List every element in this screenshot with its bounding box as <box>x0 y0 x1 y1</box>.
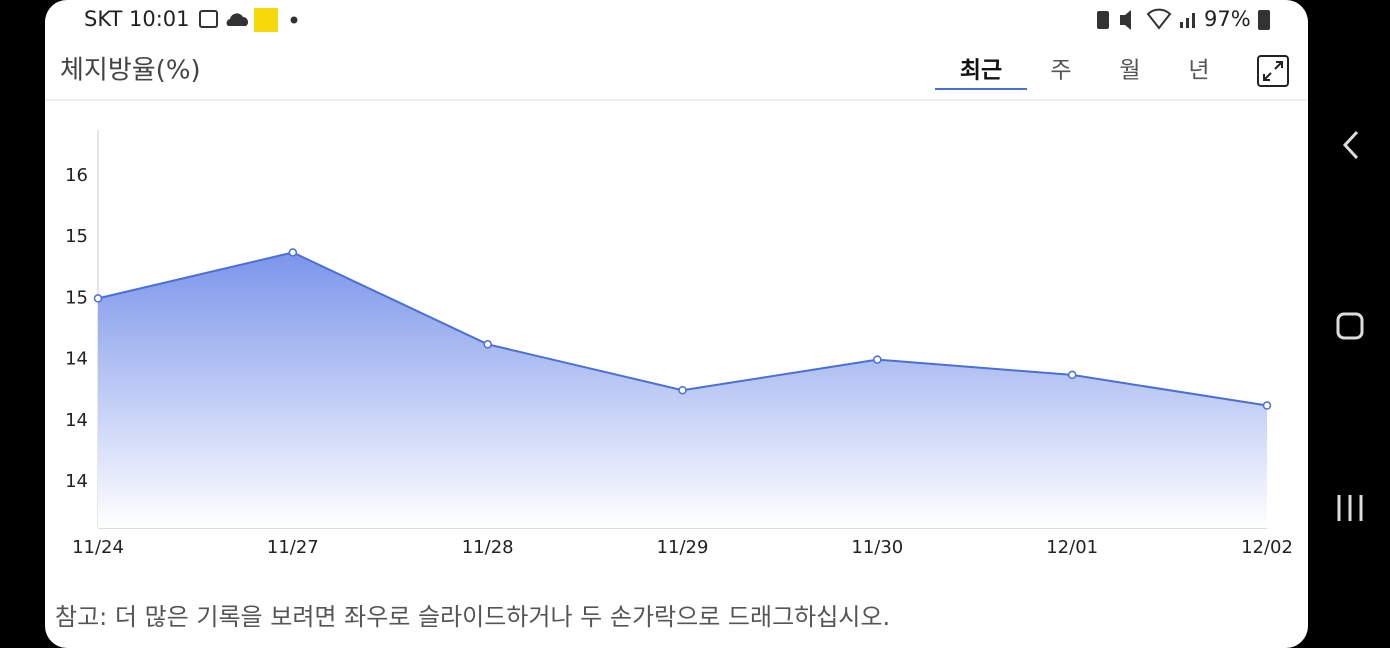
x-tick-label: 11/30 <box>851 537 903 558</box>
y-tick-label: 16 <box>65 165 88 186</box>
tab[interactable]: 년 <box>1188 58 1209 84</box>
x-tick-label: 11/28 <box>462 537 514 558</box>
y-tick-label: 14 <box>65 471 88 492</box>
tab[interactable]: 주 <box>1050 58 1071 84</box>
data-point <box>483 340 492 349</box>
status-battery: 97% <box>1204 7 1251 31</box>
nav-back[interactable] <box>1342 130 1359 160</box>
y-tick-label: 15 <box>65 226 88 247</box>
status-carrier-time: SKT 10:01 <box>84 7 190 31</box>
x-tick-label: 11/29 <box>657 537 709 558</box>
y-tick-label: 14 <box>65 410 88 431</box>
nav-bar <box>1336 130 1364 521</box>
data-point <box>93 294 103 303</box>
header-title: 체지방율(%) <box>60 56 201 86</box>
tab[interactable]: 최근 <box>960 58 1002 84</box>
data-point <box>873 355 882 364</box>
note: 참고: 더 많은 기록을 보려면 좌우로 슬라이드하거나 두 손가락으로 드래그… <box>55 603 890 631</box>
tab[interactable]: 월 <box>1119 58 1140 84</box>
x-tick-label: 11/27 <box>267 537 319 558</box>
collapse-button[interactable] <box>1257 55 1289 87</box>
status-icons <box>199 8 1270 32</box>
y-tick-label: 14 <box>65 349 88 370</box>
chart: 16 15 15 14 14 14 11/24 11/27 11/28 11/29 11/30 12/… <box>65 130 1293 558</box>
nav-home[interactable] <box>1336 312 1364 340</box>
data-point <box>288 248 298 257</box>
data-point <box>1067 370 1077 380</box>
x-tick-label: 11/24 <box>72 537 124 558</box>
x-tick-label: 12/01 <box>1046 537 1098 558</box>
data-point <box>678 385 687 395</box>
y-tick-label: 15 <box>65 287 88 308</box>
data-point <box>1262 401 1272 410</box>
x-tick-label: 12/02 <box>1241 537 1293 558</box>
tabs: 최근 주 월 년 <box>960 58 1210 84</box>
nav-recents[interactable] <box>1337 495 1363 521</box>
